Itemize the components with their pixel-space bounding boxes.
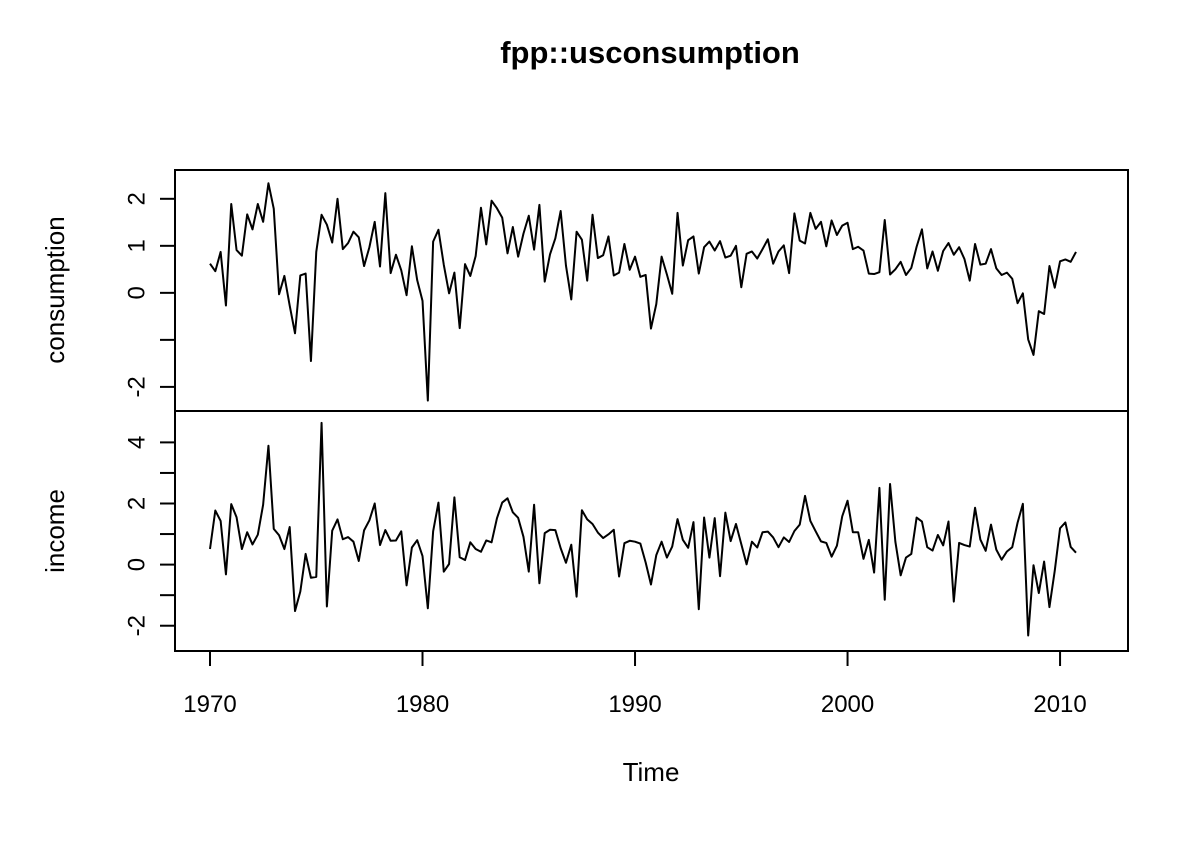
consumption-y-tick-label: 0 <box>123 286 150 299</box>
x-tick-label: 2000 <box>821 691 874 718</box>
consumption-y-tick-label: 2 <box>123 192 150 205</box>
income-axis-label: income <box>40 489 70 573</box>
income-y-tick-label: 4 <box>123 436 150 449</box>
consumption-panel-frame <box>174 169 1129 412</box>
income-y-tick-label: -2 <box>123 615 150 636</box>
consumption-axis-label: consumption <box>40 216 70 363</box>
x-tick-label: 2010 <box>1033 691 1086 718</box>
chart-title: fpp::usconsumption <box>500 35 800 70</box>
consumption-series-line <box>209 182 1077 402</box>
consumption-y-axis: -2 0 1 2 <box>123 192 175 398</box>
income-y-tick-label: 2 <box>123 497 150 510</box>
time-x-axis: 1970 1980 1990 2000 2010 <box>183 650 1087 718</box>
income-y-tick-label: 0 <box>123 558 150 571</box>
x-tick-label: 1980 <box>396 691 449 718</box>
x-tick-label: 1990 <box>608 691 661 718</box>
consumption-y-tick-label: 1 <box>123 239 150 252</box>
x-axis-title: Time <box>623 757 680 787</box>
income-series-line <box>209 421 1077 637</box>
x-tick-label: 1970 <box>183 691 236 718</box>
income-y-axis: -2 0 2 4 <box>123 436 175 636</box>
consumption-y-tick-label: -2 <box>123 376 150 397</box>
consumption-panel: consumption -2 0 1 2 <box>40 169 1129 412</box>
income-panel: income -2 0 2 4 <box>40 410 1129 652</box>
